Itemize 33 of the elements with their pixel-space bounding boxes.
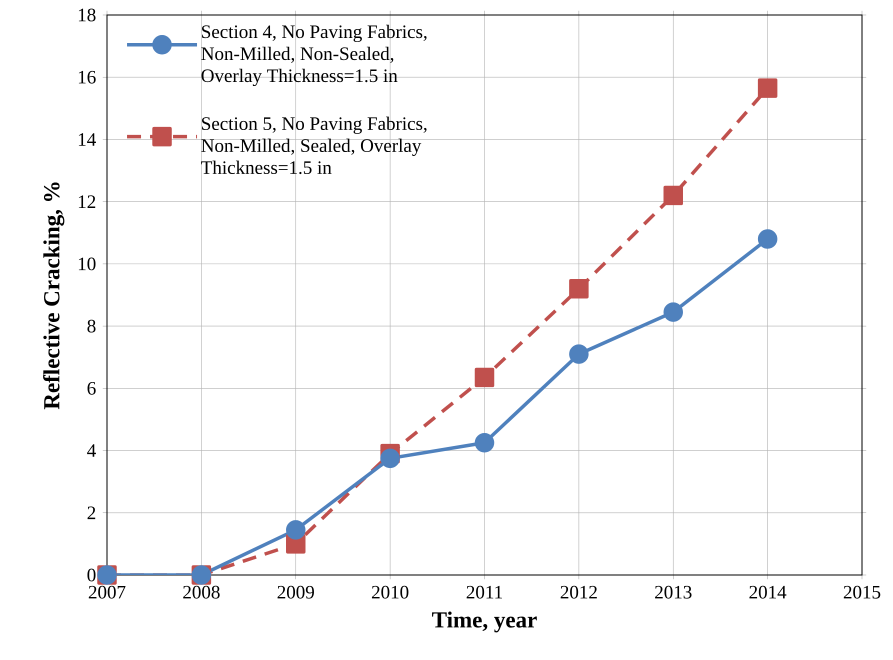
- point: [664, 186, 683, 206]
- y-tick-label: 2: [88, 506, 96, 520]
- point: [474, 368, 494, 388]
- legend-label: Section 5, No Paving Fabrics, Non-Milled, Sealed, Overlay Thickness=1.5 in: [201, 116, 427, 174]
- y-tick-label: 0: [87, 568, 96, 582]
- x-tick-label: 2007: [88, 586, 126, 599]
- legend-label: Section 4, No Paving Fabrics, Non-Milled, Non-Sealed, Overlay Thickness=1.5 in: [201, 24, 427, 86]
- y-tick-label: 6: [88, 382, 96, 395]
- y-axis-title: Reflective Cracking, %: [43, 182, 64, 410]
- point: [664, 302, 683, 322]
- x-tick-label: 2010: [372, 586, 408, 599]
- x-tick-label: 2008: [183, 586, 220, 599]
- y-tick-label: 10: [78, 257, 96, 270]
- y-tick-label: 8: [87, 320, 96, 333]
- y-tick-label: 14: [78, 133, 96, 146]
- x-tick-label: 2011: [466, 586, 502, 599]
- y-tick-label: 4: [87, 444, 96, 457]
- x-axis-title: Time, year: [432, 611, 537, 632]
- point: [380, 448, 400, 468]
- y-tick-label: 12: [78, 195, 96, 208]
- point: [758, 229, 778, 249]
- x-tick-label: 2012: [560, 586, 597, 599]
- y-tick-label: 18: [78, 8, 96, 22]
- x-tick-label: 2014: [749, 586, 786, 599]
- point: [474, 433, 494, 453]
- x-tick-label: 2013: [655, 586, 692, 599]
- point: [569, 344, 589, 364]
- x-tick-label: 2015: [844, 586, 880, 599]
- point: [758, 78, 778, 98]
- x-tick-label: 2009: [278, 586, 314, 599]
- point: [286, 520, 306, 540]
- y-tick-label: 16: [78, 70, 96, 84]
- point: [569, 279, 589, 299]
